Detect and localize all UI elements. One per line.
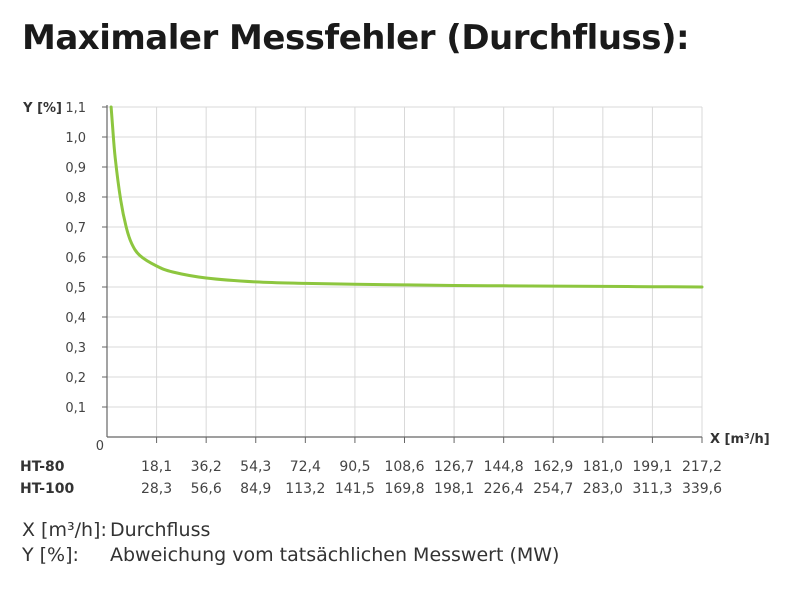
x-tick-label: 84,9	[240, 481, 271, 497]
y-tick-label: 0,6	[65, 251, 86, 266]
x-tick-label: 18,1	[141, 459, 172, 475]
y-tick-label: 0,9	[65, 161, 86, 176]
x-tick-label: 169,8	[384, 481, 424, 497]
x-tick-label: 144,8	[484, 459, 524, 475]
x-tick-label: 283,0	[583, 481, 623, 497]
y-tick-label: 0	[96, 439, 104, 454]
y-tick-label: 1,1	[65, 101, 86, 116]
y-tick-label: 0,4	[65, 311, 86, 326]
chart-tick-labels: 0 0,1 0,2 0,3 0,4 0,5 0,6 0,7 0,8 0,9 1,0 1,1 HT-80 1…	[20, 101, 722, 497]
x-tick-label: 198,1	[434, 481, 474, 497]
x-tick-label: 36,2	[191, 459, 222, 475]
x-tick-label: 311,3	[632, 481, 672, 497]
x-tick-label: 199,1	[632, 459, 672, 475]
x-tick-label: 217,2	[682, 459, 722, 475]
y-axis-label: Y [%]	[22, 101, 62, 116]
x-tick-label: 54,3	[240, 459, 271, 475]
y-tick-label: 0,1	[65, 401, 86, 416]
y-tick-label: 0,7	[65, 221, 86, 236]
x-tick-label: 126,7	[434, 459, 474, 475]
legend-x-text: Durchfluss	[110, 519, 211, 541]
x-tick-label: 181,0	[583, 459, 623, 475]
x-tick-label: 28,3	[141, 481, 172, 497]
chart-title: Maximaler Messfehler (Durchfluss):	[22, 18, 690, 58]
y-tick-label: 1,0	[65, 131, 86, 146]
y-tick-label: 0,8	[65, 191, 86, 206]
y-tick-label: 0,5	[65, 281, 86, 296]
y-tick-label: 0,3	[65, 341, 86, 356]
x-tick-label: 226,4	[484, 481, 524, 497]
x-tick-label: 72,4	[290, 459, 321, 475]
legend-y-key: Y [%]:	[22, 544, 79, 566]
x-tick-label: 56,6	[191, 481, 222, 497]
chart-series	[109, 105, 704, 289]
legend-x: X [m³/h]: Durchfluss	[22, 519, 210, 541]
chart-grid	[107, 106, 703, 437]
x-tick-label: 162,9	[533, 459, 573, 475]
x-tick-label: 141,5	[335, 481, 375, 497]
x-row-name: HT-100	[20, 481, 75, 497]
legend-y-text: Abweichung vom tatsächlichen Messwert (M…	[110, 544, 560, 566]
x-tick-label: 108,6	[384, 459, 424, 475]
x-tick-label: 254,7	[533, 481, 573, 497]
legend-x-key: X [m³/h]:	[22, 519, 107, 541]
x-row-name: HT-80	[20, 459, 65, 475]
y-tick-label: 0,2	[65, 371, 86, 386]
x-tick-label: 90,5	[339, 459, 370, 475]
legend-y: Y [%]: Abweichung vom tatsächlichen Messw…	[22, 544, 559, 566]
chart-axes	[102, 105, 703, 443]
x-tick-label: 113,2	[285, 481, 325, 497]
x-axis-label: X [m³/h]	[710, 432, 770, 447]
x-tick-label: 339,6	[682, 481, 722, 497]
series-line	[109, 105, 704, 289]
